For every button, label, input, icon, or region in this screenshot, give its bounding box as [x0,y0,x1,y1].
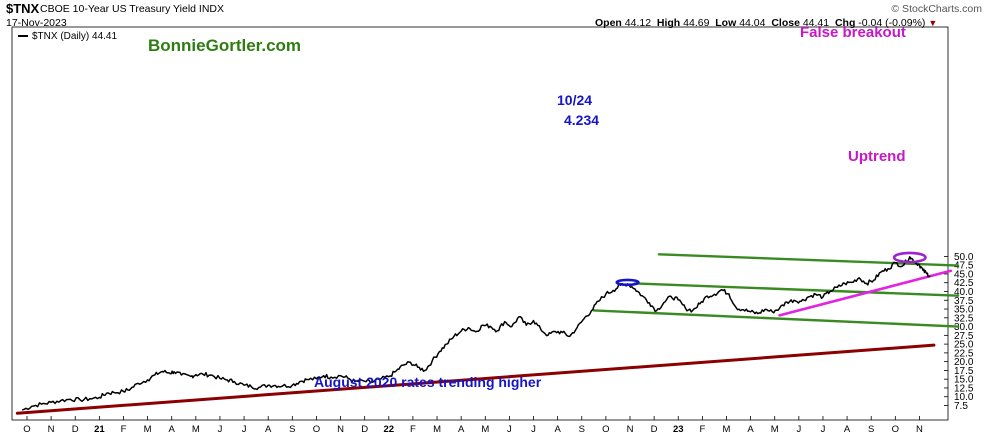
x-tick-label: A [265,424,272,435]
close-label: Close [771,17,800,29]
long-trend-line [15,343,936,415]
x-tick-label: M [723,424,731,435]
series-legend: $TNX (Daily) 44.41 [18,31,117,42]
x-tick-label: D [72,424,79,435]
x-tick-label: O [23,424,30,435]
x-tick-label: N [627,424,634,435]
annotation-peak-date: 10/24 [557,92,593,108]
x-tick-label: D [361,424,368,435]
x-tick-label: O [602,424,609,435]
x-tick-label: A [169,424,176,435]
x-tick-label: A [458,424,465,435]
ticker-symbol: $TNX [6,1,40,16]
close-value: 44.41 [802,17,830,29]
down-arrow-icon: ▼ [928,18,938,28]
y-tick-label: 42.5 [954,278,974,289]
x-tick-label: J [507,424,512,435]
price-series-line [21,256,931,411]
x-tick-label: O [892,424,899,435]
low-label: Low [715,17,737,29]
y-tick-label: 22.5 [954,348,974,359]
x-tick-label: A [747,424,754,435]
x-tick-label: 22 [384,424,395,435]
x-tick-label: F [121,424,127,435]
y-tick-label: 10.0 [954,392,974,403]
annotation-false-breakout: False breakout [800,24,906,41]
false-breakout-resistance-line [657,253,960,267]
y-tick-label: 32.5 [954,313,974,324]
chg-value: -0.04 (-0.09%) [858,17,926,29]
x-tick-label: M [144,424,152,435]
false-breakout-ellipse [892,251,927,264]
x-tick-label: N [337,424,344,435]
x-tick-label: M [192,424,200,435]
y-tick-label: 47.5 [954,261,974,272]
x-tick-label: N [916,424,923,435]
plot-frame [11,26,949,421]
x-tick-label: S [289,424,295,435]
legend-swatch [18,35,28,38]
x-tick-label: J [531,424,536,435]
y-tick-label: 7.5 [954,401,968,412]
x-tick-label: O [313,424,320,435]
chg-label: Chg [834,17,856,29]
uptrend-line [778,269,953,317]
x-tick-label: M [771,424,779,435]
x-tick-label: M [433,424,441,435]
x-tick-label: S [579,424,585,435]
channel-lower-line [592,309,960,328]
high-label: High [656,17,681,29]
y-tick-label: 15.0 [954,375,974,386]
open-label: Open [595,17,622,29]
y-tick-label: 40.0 [954,287,974,298]
x-tick-label: D [651,424,658,435]
stockcharts-brand[interactable]: © StockCharts.com [891,3,982,15]
site-watermark: BonnieGortler.com [148,36,302,55]
x-tick-label: 21 [94,424,105,435]
y-tick-label: 17.5 [954,366,974,377]
legend-label: $TNX (Daily) 44.41 [32,31,118,42]
y-tick-label: 27.5 [954,331,974,342]
x-tick-label: A [554,424,561,435]
channel-upper-line [633,282,960,297]
oct24-peak-ellipse [615,278,640,287]
y-tick-label: 20.0 [954,357,974,368]
annotation-long-trend: August 2020 rates trending higher [314,374,542,390]
annotation-uptrend: Uptrend [848,148,906,165]
y-tick-label: 37.5 [954,296,974,307]
annotation-peak-value: 4.234 [564,112,600,128]
open-value: 44.12 [624,17,652,29]
high-value: 44.69 [683,17,710,29]
x-tick-label: F [699,424,705,435]
y-tick-label: 25.0 [954,340,974,351]
x-tick-label: J [218,424,223,435]
y-tick-label: 35.0 [954,305,974,316]
ohlc-readout: Open 44.12 High 44.69 Low 44.04 Close 44… [595,17,937,29]
x-tick-label: N [48,424,55,435]
chart-date: 17-Nov-2023 [6,17,67,29]
y-tick-label: 30.0 [954,322,974,333]
x-tick-label: S [868,424,874,435]
x-tick-label: A [844,424,851,435]
x-tick-label: F [410,424,416,435]
ticker-name: CBOE 10-Year US Treasury Yield INDX [40,3,225,15]
x-tick-label: 23 [673,424,684,435]
x-tick-label: J [796,424,801,435]
y-tick-label: 50.0 [954,252,974,263]
y-tick-label: 12.5 [954,383,974,394]
y-tick-label: 45.0 [954,269,974,280]
x-tick-label: J [242,424,247,435]
low-value: 44.04 [739,17,766,29]
x-tick-label: M [481,424,489,435]
x-tick-label: J [821,424,826,435]
